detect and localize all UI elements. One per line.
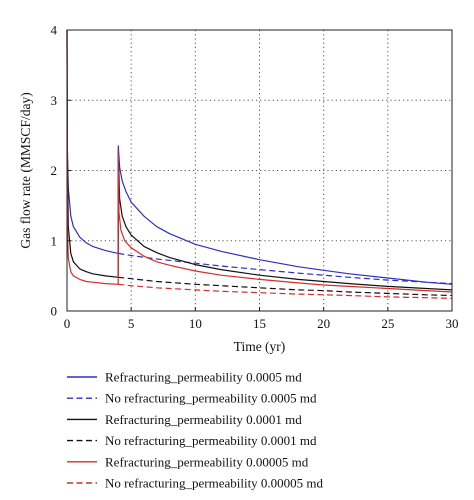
legend-label-4: No refracturing_permeability 0.0001 md <box>105 433 317 448</box>
x-tick-label: 20 <box>317 316 330 331</box>
series-line-2 <box>118 252 453 285</box>
series-line-1 <box>66 29 453 285</box>
y-axis-label: Gas flow rate (MMSCF/day) <box>18 92 33 248</box>
y-tick-label: 2 <box>51 163 58 178</box>
y-tick-label: 0 <box>51 304 58 319</box>
x-axis-label: Time (yr) <box>234 339 286 354</box>
series-lines <box>66 29 453 299</box>
legend-label-1: Refracturing_permeability 0.0005 md <box>105 370 302 385</box>
y-tick-label: 1 <box>51 233 58 248</box>
x-tick-label: 0 <box>64 316 71 331</box>
axes: 0 5 10 15 20 25 30 0 1 2 3 4 <box>51 23 459 332</box>
series-line-5 <box>66 29 453 293</box>
legend-label-6: No refracturing_permeability 0.00005 md <box>105 476 324 491</box>
legend: Refracturing_permeability 0.0005 md No re… <box>67 370 324 491</box>
y-tick-label: 3 <box>51 93 58 108</box>
x-tick-label: 10 <box>189 316 202 331</box>
legend-label-5: Refracturing_permeability 0.00005 md <box>105 454 309 469</box>
y-tick-label: 4 <box>51 23 58 38</box>
x-tick-label: 5 <box>128 316 135 331</box>
grid-lines <box>67 30 452 311</box>
series-line-6 <box>118 283 453 299</box>
series-line-3 <box>66 29 453 291</box>
legend-label-3: Refracturing_permeability 0.0001 md <box>105 412 302 427</box>
series-line-4 <box>118 276 453 297</box>
x-tick-label: 30 <box>446 316 459 331</box>
x-tick-label: 25 <box>381 316 394 331</box>
x-tick-label: 15 <box>253 316 266 331</box>
legend-label-2: No refracturing_permeability 0.0005 md <box>105 391 317 406</box>
